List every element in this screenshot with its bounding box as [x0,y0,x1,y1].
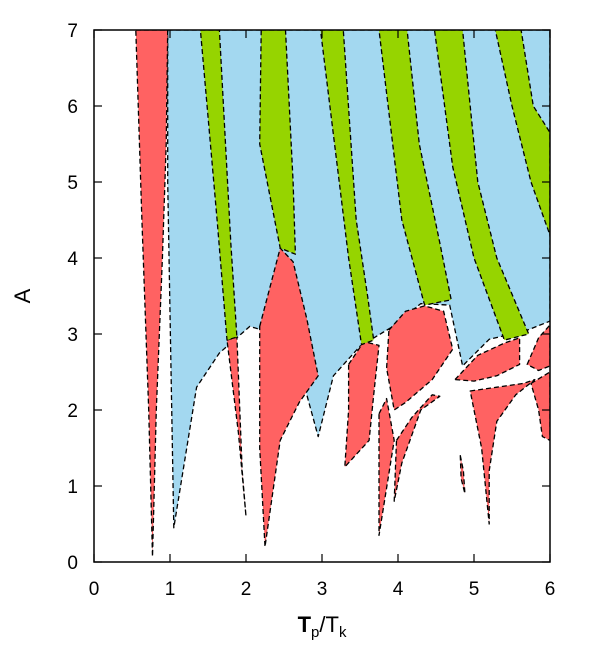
region-red-6 [378,397,395,537]
y-tick-label-4: 4 [67,249,78,270]
region-red-1 [135,30,169,558]
region-red-3 [259,247,319,548]
region-red-9 [454,337,521,382]
x-tick-label-6: 6 [545,579,556,600]
x-axis-title: Tp/Tk [298,612,347,641]
x-axis-title-sub1: p [311,624,319,641]
region-red-8 [459,454,466,495]
x-tick-label-1: 1 [165,579,176,600]
x-axis-title-sub2: k [339,624,347,641]
region-green-15 [319,30,375,346]
y-tick-label-2: 2 [67,401,78,422]
x-tick-label-4: 4 [393,579,404,600]
x-axis-title-t2: T [325,612,338,637]
regions-layer [135,30,550,558]
region-red-5 [385,305,454,411]
region-green-17 [433,30,530,341]
x-tick-label-5: 5 [469,579,480,600]
region-green-16 [378,30,452,306]
y-axis-title: A [10,288,35,303]
y-tick-label-3: 3 [67,325,78,346]
x-ticks: 0 1 2 3 4 5 6 [89,30,556,600]
region-red-11 [526,324,550,372]
x-tick-label-3: 3 [317,579,328,600]
region-green-13 [199,30,238,341]
y-tick-label-0: 0 [67,553,78,574]
y-ticks: 0 1 2 3 4 5 6 7 [67,21,550,574]
y-tick-label-5: 5 [67,173,78,194]
region-green-18 [494,30,550,236]
region-red-4 [344,340,380,468]
region-red-10 [469,378,536,525]
x-tick-label-0: 0 [89,579,100,600]
region-red-12 [530,371,550,442]
y-tick-label-6: 6 [67,97,78,118]
x-tick-label-2: 2 [241,579,252,600]
region-red-7 [393,394,441,502]
y-tick-label-1: 1 [67,477,78,498]
x-axis-title-t1: T [298,612,312,637]
region-green-14 [259,30,297,255]
y-tick-label-7: 7 [67,21,78,42]
x-axis-title-slash: / [319,612,326,637]
